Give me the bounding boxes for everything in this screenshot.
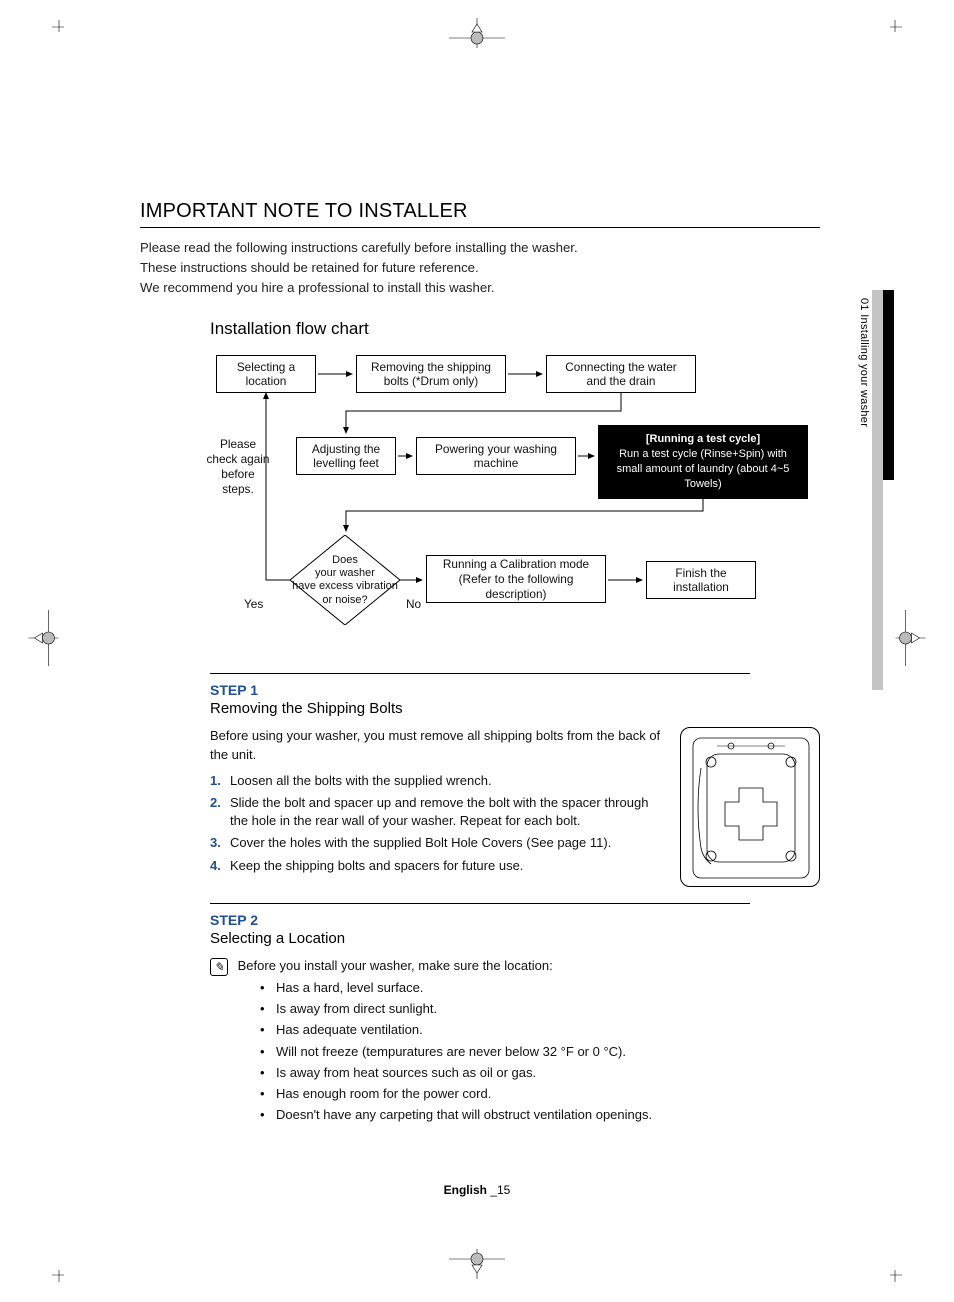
step-2: STEP 2 Selecting a Location ✎ Before you… (210, 912, 820, 1124)
flow-node-calibration: Running a Calibration mode (Refer to the… (426, 555, 606, 603)
registration-mark-icon (449, 18, 505, 53)
footer-lang: English (444, 1183, 487, 1197)
page-footer: English _15 (0, 1183, 954, 1197)
step-1-item: Cover the holes with the supplied Bolt H… (230, 835, 611, 850)
step-1-item: Keep the shipping bolts and spacers for … (230, 858, 523, 873)
crop-mark-icon (52, 1268, 66, 1282)
flow-label-no: No (406, 597, 421, 612)
step-2-lead: ✎ Before you install your washer, make s… (210, 957, 820, 976)
step-2-bullet: Has enough room for the power cord. (260, 1085, 820, 1103)
flow-node-test-cycle-title: [Running a test cycle] (607, 432, 799, 447)
footer-page: _15 (490, 1183, 510, 1197)
step-1-lead: Before using your washer, you must remov… (210, 727, 668, 763)
flowchart-heading: Installation flow chart (210, 319, 820, 339)
section-tab-label: 01 Installing your washer (858, 298, 870, 427)
step-1-item: Loosen all the bolts with the supplied w… (230, 773, 492, 788)
step-2-bullet: Has a hard, level surface. (260, 979, 820, 997)
flow-node-adjust-feet: Adjusting the levelling feet (296, 437, 396, 475)
intro-line: Please read the following instructions c… (140, 238, 820, 258)
flow-node-select-location: Selecting a location (216, 355, 316, 393)
intro-block: Please read the following instructions c… (140, 238, 820, 297)
registration-mark-icon (891, 610, 926, 666)
flow-node-powering: Powering your washing machine (416, 437, 576, 475)
flow-node-connect-water: Connecting the water and the drain (546, 355, 696, 393)
registration-mark-icon (449, 1249, 505, 1284)
step-2-bullet: Has adequate ventilation. (260, 1021, 820, 1039)
crop-mark-icon (888, 1268, 902, 1282)
washer-back-diagram-icon (680, 727, 820, 887)
flow-label-yes: Yes (244, 597, 263, 612)
crop-mark-icon (52, 20, 66, 34)
step-2-list: Has a hard, level surface. Is away from … (260, 979, 820, 1124)
flow-text-check-again: Please check again before steps. (198, 437, 278, 496)
intro-line: These instructions should be retained fo… (140, 258, 820, 278)
flow-node-decision: Does your washer have excess vibration o… (290, 535, 400, 625)
step-1-title: Removing the Shipping Bolts (210, 700, 820, 717)
step-2-bullet: Doesn't have any carpeting that will obs… (260, 1106, 820, 1124)
note-icon: ✎ (210, 958, 228, 976)
flow-node-test-cycle: [Running a test cycle]Run a test cycle (… (598, 425, 808, 498)
step-1-list: 1.Loosen all the bolts with the supplied… (210, 772, 668, 875)
flow-node-test-cycle-body: Run a test cycle (Rinse+Spin) with small… (617, 448, 790, 490)
step-1-label: STEP 1 (210, 682, 820, 698)
step-2-bullet: Is away from direct sunlight. (260, 1000, 820, 1018)
registration-mark-icon (29, 610, 64, 666)
flow-node-remove-bolts: Removing the shipping bolts (*Drum only) (356, 355, 506, 393)
flow-node-finish: Finish the installation (646, 561, 756, 599)
step-1-item: Slide the bolt and spacer up and remove … (230, 795, 648, 828)
intro-line: We recommend you hire a professional to … (140, 278, 820, 298)
crop-mark-icon (888, 20, 902, 34)
step-2-bullet: Will not freeze (tempuratures are never … (260, 1043, 820, 1061)
step-1: STEP 1 Removing the Shipping Bolts Befor… (210, 682, 820, 887)
section-tab: 01 Installing your washer (872, 290, 894, 480)
installation-flowchart: Selecting a location Removing the shippi… (210, 345, 820, 645)
page-title: IMPORTANT NOTE TO INSTALLER (140, 200, 820, 228)
step-2-bullet: Is away from heat sources such as oil or… (260, 1064, 820, 1082)
step-2-title: Selecting a Location (210, 930, 820, 947)
step-2-label: STEP 2 (210, 912, 820, 928)
